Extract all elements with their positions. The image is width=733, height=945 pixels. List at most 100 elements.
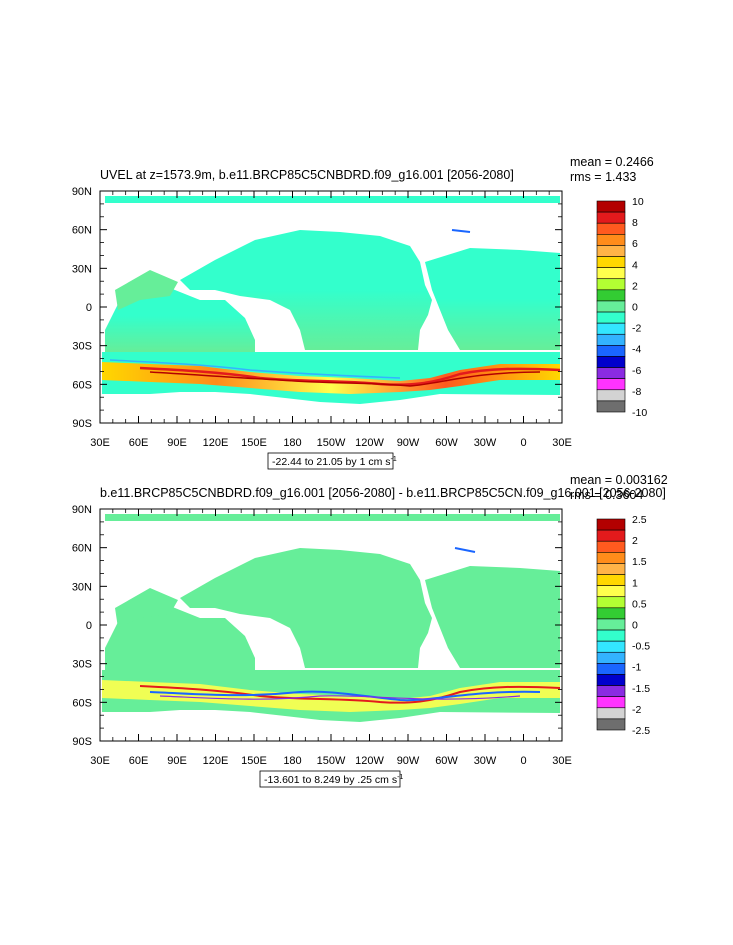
svg-text:-22.44 to 21.05 by 1 cm s-1: -22.44 to 21.05 by 1 cm s-1 [272, 456, 397, 468]
colorbar-label: 2.5 [632, 514, 647, 526]
colorbar-label: 0 [632, 302, 638, 314]
colorbar-label: 0.5 [632, 598, 647, 610]
colorbar-label: 2 [632, 280, 638, 292]
x-tick-label: 60W [435, 755, 458, 767]
colorbar-swatch [596, 640, 626, 653]
x-tick-label: 150E [241, 437, 267, 449]
colorbar-label: 8 [632, 217, 638, 229]
x-tick-label: 0 [520, 437, 526, 449]
panel-1-rms: rms = 1.433 [570, 170, 636, 184]
panel-1-contour-info-unit: -1 [390, 456, 396, 463]
panel-2-atlantic-ocean [425, 566, 560, 668]
colorbar-label: -2.5 [632, 725, 650, 737]
colorbar-swatch [596, 685, 626, 697]
colorbar-swatch [596, 585, 626, 598]
colorbar-swatch [596, 696, 626, 709]
colorbar-swatch [596, 234, 626, 246]
x-tick-label: 30E [552, 437, 572, 449]
colorbar-label: -2 [632, 323, 641, 335]
panel-2-axes: 30E 60E 90E 120E 150E 180 150W 120W 90W 60W 30W 0 30… [72, 504, 572, 767]
panel-1-map [102, 196, 561, 404]
svg-text:-13.601 to 8.249 by .25 cm s-1: -13.601 to 8.249 by .25 cm s-1 [264, 774, 403, 786]
colorbar-swatch [596, 574, 626, 586]
panel-2-acc-neg-2 [159, 695, 521, 700]
x-tick-label: 180 [283, 755, 301, 767]
panel-2-acc-neg [149, 690, 541, 702]
x-tick-label: 90W [397, 437, 420, 449]
panel-2: b.e11.BRCP85C5CNBDRD.f09_g16.001 [2056-2… [72, 473, 668, 788]
y-tick-label: 60N [72, 543, 92, 555]
panel-1-acc-band [102, 362, 560, 394]
panel-1-acc-core-2 [149, 371, 541, 387]
colorbar-swatch [596, 674, 626, 686]
x-tick-label: 30E [552, 755, 572, 767]
colorbar-swatch [596, 607, 626, 620]
colorbar-swatch [596, 518, 626, 531]
colorbar-swatch [596, 345, 626, 357]
colorbar-label: 6 [632, 238, 638, 250]
colorbar-swatch [596, 629, 626, 642]
panel-1: UVEL at z=1573.9m, b.e11.BRCP85C5CNBDRD.… [72, 155, 654, 470]
panel-2-map [102, 514, 561, 722]
panel-1-pacific-ocean [180, 230, 432, 350]
colorbar-swatch [596, 529, 626, 542]
x-tick-label: 30W [474, 755, 497, 767]
panel-1-west-pacific-ocean [115, 270, 178, 310]
panel-2-acc-core [139, 685, 561, 704]
x-tick-label: 90E [167, 437, 187, 449]
x-tick-label: 180 [283, 437, 301, 449]
colorbar-label: -1.5 [632, 683, 650, 695]
colorbar-swatch [596, 300, 626, 313]
colorbar-swatch [596, 367, 626, 379]
panel-1-arctic-ocean [105, 196, 560, 203]
panel-1-axes: 30E 60E 90E 120E 150E 180 150W 120W 90W 60W 30W 0 30… [72, 186, 572, 449]
colorbar-label: -0.5 [632, 641, 650, 653]
panel-1-atlantic-ocean [425, 248, 560, 350]
y-tick-label: 30S [72, 659, 92, 671]
panel-2-contour-info-unit: -1 [397, 774, 403, 781]
colorbar-label: 4 [632, 259, 638, 271]
colorbar-swatch [596, 256, 626, 268]
colorbar-swatch [596, 267, 626, 280]
y-tick-label: 90N [72, 186, 92, 198]
x-tick-label: 0 [520, 755, 526, 767]
x-tick-label: 90E [167, 755, 187, 767]
y-tick-label: 30S [72, 341, 92, 353]
y-tick-label: 0 [86, 302, 92, 314]
x-tick-label: 120E [203, 755, 229, 767]
panel-2-rms: rms = 0.3604 [570, 488, 643, 502]
colorbar-swatch [596, 552, 626, 564]
y-tick-label: 60S [72, 379, 92, 391]
y-tick-label: 30N [72, 263, 92, 275]
panel-1-contour-info-box: -22.44 to 21.05 by 1 cm s-1 [267, 452, 397, 470]
panel-2-mean: mean = 0.003162 [570, 473, 668, 487]
x-tick-label: 120E [203, 437, 229, 449]
y-tick-label: 60S [72, 697, 92, 709]
x-tick-label: 60E [129, 437, 149, 449]
y-tick-label: 30N [72, 581, 92, 593]
y-tick-label: 90S [72, 418, 92, 430]
panel-1-labrador [451, 229, 471, 233]
x-tick-label: 120W [355, 437, 384, 449]
panel-2-pacific-ocean [180, 548, 432, 668]
colorbar-swatch [596, 222, 626, 235]
x-tick-label: 150W [317, 755, 346, 767]
panel-2-colorbar: 2.5 2 1.5 1 0.5 0 -0.5 -1 -1.5 -2 -2.5 [596, 514, 650, 737]
panel-1-title: UVEL at z=1573.9m, b.e11.BRCP85C5CNBDRD.… [100, 168, 514, 182]
panel-1-colorbar: 10 8 6 4 2 0 -2 -4 -6 -8 -10 [596, 196, 647, 419]
panel-2-contour-info: -13.601 to 8.249 by .25 cm s [264, 774, 397, 786]
colorbar-swatch [596, 333, 626, 346]
x-tick-label: 30E [90, 755, 110, 767]
panel-1-contour-info: -22.44 to 21.05 by 1 cm s [272, 456, 390, 468]
panel-1-mean: mean = 0.2466 [570, 155, 654, 169]
colorbar-swatch [596, 322, 626, 335]
colorbar-swatch [596, 596, 626, 609]
panel-2-labrador [454, 547, 476, 553]
x-tick-label: 150E [241, 755, 267, 767]
x-tick-label: 150W [317, 437, 346, 449]
colorbar-label: 1 [632, 577, 638, 589]
colorbar-label: -4 [632, 344, 641, 356]
colorbar-swatch [596, 651, 626, 664]
colorbar-swatch [596, 707, 626, 720]
